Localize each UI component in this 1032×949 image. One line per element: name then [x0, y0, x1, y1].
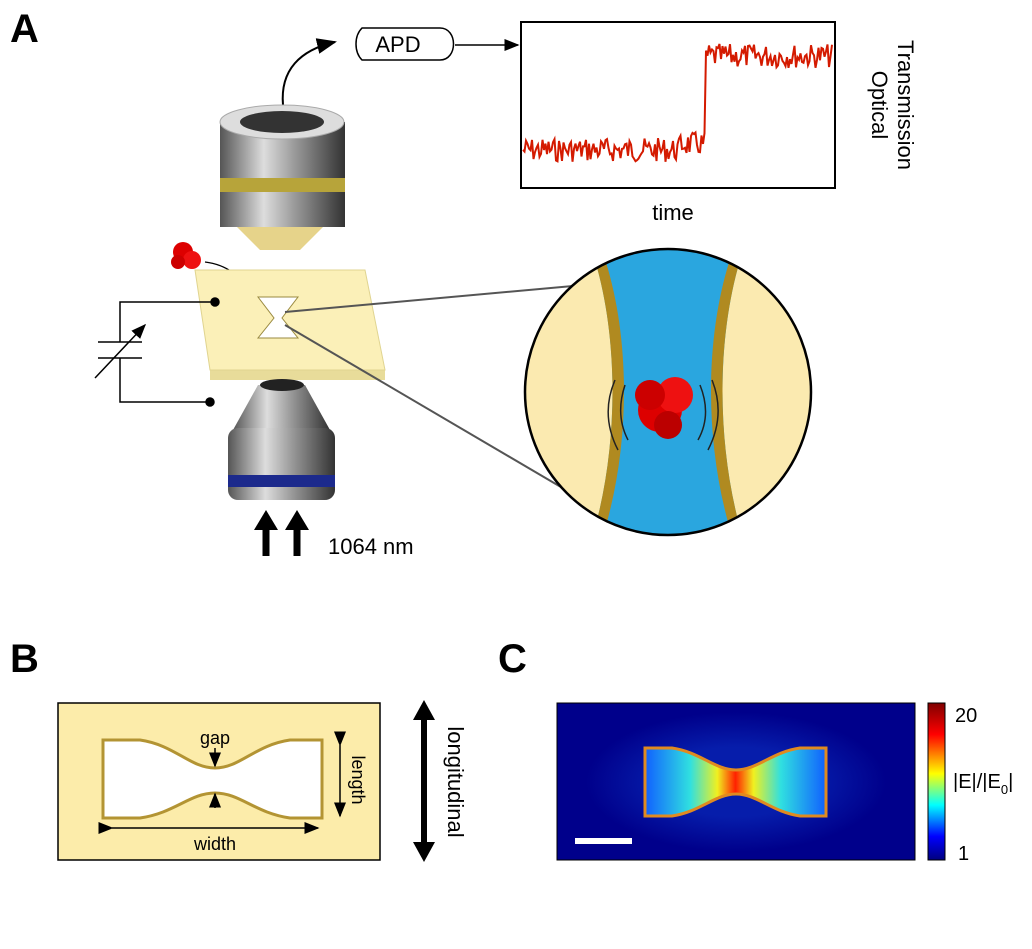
laser-arrows [254, 510, 309, 556]
axis-label: longitudinal [443, 726, 468, 837]
y-label: Transmission [893, 40, 918, 170]
x-label: time [652, 200, 694, 225]
gap-label: gap [200, 728, 230, 748]
apd-label: APD [375, 32, 420, 57]
figure: A APD time Optical Transmission 1064 nm … [0, 0, 1032, 949]
colorbar [928, 703, 945, 860]
objective-top [220, 105, 345, 250]
protein [171, 242, 201, 269]
label-part: |E|/|E [953, 771, 1001, 793]
zoom-view [520, 245, 820, 545]
circuit [95, 298, 219, 406]
signal-plot [521, 22, 835, 188]
sample-chip [195, 270, 385, 380]
objective-bottom [228, 379, 335, 500]
colorbar-min: 1 [958, 843, 969, 865]
panel-label: B [10, 637, 39, 681]
panel-label: C [498, 637, 527, 681]
y-label: Optical [867, 71, 892, 139]
width-label: width [193, 834, 236, 854]
scale-bar [575, 838, 632, 844]
arrow [283, 42, 335, 105]
laser-label: 1064 nm [328, 534, 414, 559]
label-part: | [1008, 771, 1013, 793]
panel-label: A [10, 7, 39, 51]
label-sub: 0 [1001, 782, 1008, 797]
colorbar-max: 20 [955, 705, 977, 727]
colorbar-label: |E|/|E0| [953, 771, 1013, 797]
length-label: length [348, 755, 368, 804]
